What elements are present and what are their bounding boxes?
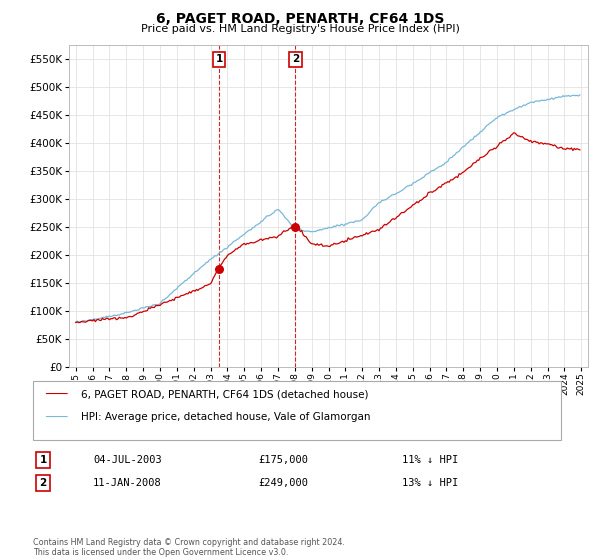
Text: Contains HM Land Registry data © Crown copyright and database right 2024.
This d: Contains HM Land Registry data © Crown c…: [33, 538, 345, 557]
Text: 13% ↓ HPI: 13% ↓ HPI: [402, 478, 458, 488]
Text: £249,000: £249,000: [258, 478, 308, 488]
Text: 11% ↓ HPI: 11% ↓ HPI: [402, 455, 458, 465]
Text: 2: 2: [292, 54, 299, 64]
Text: 1: 1: [40, 455, 47, 465]
Text: 6, PAGET ROAD, PENARTH, CF64 1DS: 6, PAGET ROAD, PENARTH, CF64 1DS: [156, 12, 444, 26]
Text: HPI: Average price, detached house, Vale of Glamorgan: HPI: Average price, detached house, Vale…: [81, 412, 371, 422]
Text: 6, PAGET ROAD, PENARTH, CF64 1DS (detached house): 6, PAGET ROAD, PENARTH, CF64 1DS (detach…: [81, 390, 368, 400]
Text: 11-JAN-2008: 11-JAN-2008: [93, 478, 162, 488]
Text: 2: 2: [40, 478, 47, 488]
Point: [290, 223, 300, 232]
Text: £175,000: £175,000: [258, 455, 308, 465]
Text: ───: ───: [45, 388, 67, 402]
Point: [214, 264, 224, 273]
Text: Price paid vs. HM Land Registry's House Price Index (HPI): Price paid vs. HM Land Registry's House …: [140, 24, 460, 34]
Text: ───: ───: [45, 410, 67, 424]
Text: 04-JUL-2003: 04-JUL-2003: [93, 455, 162, 465]
Text: 1: 1: [215, 54, 223, 64]
